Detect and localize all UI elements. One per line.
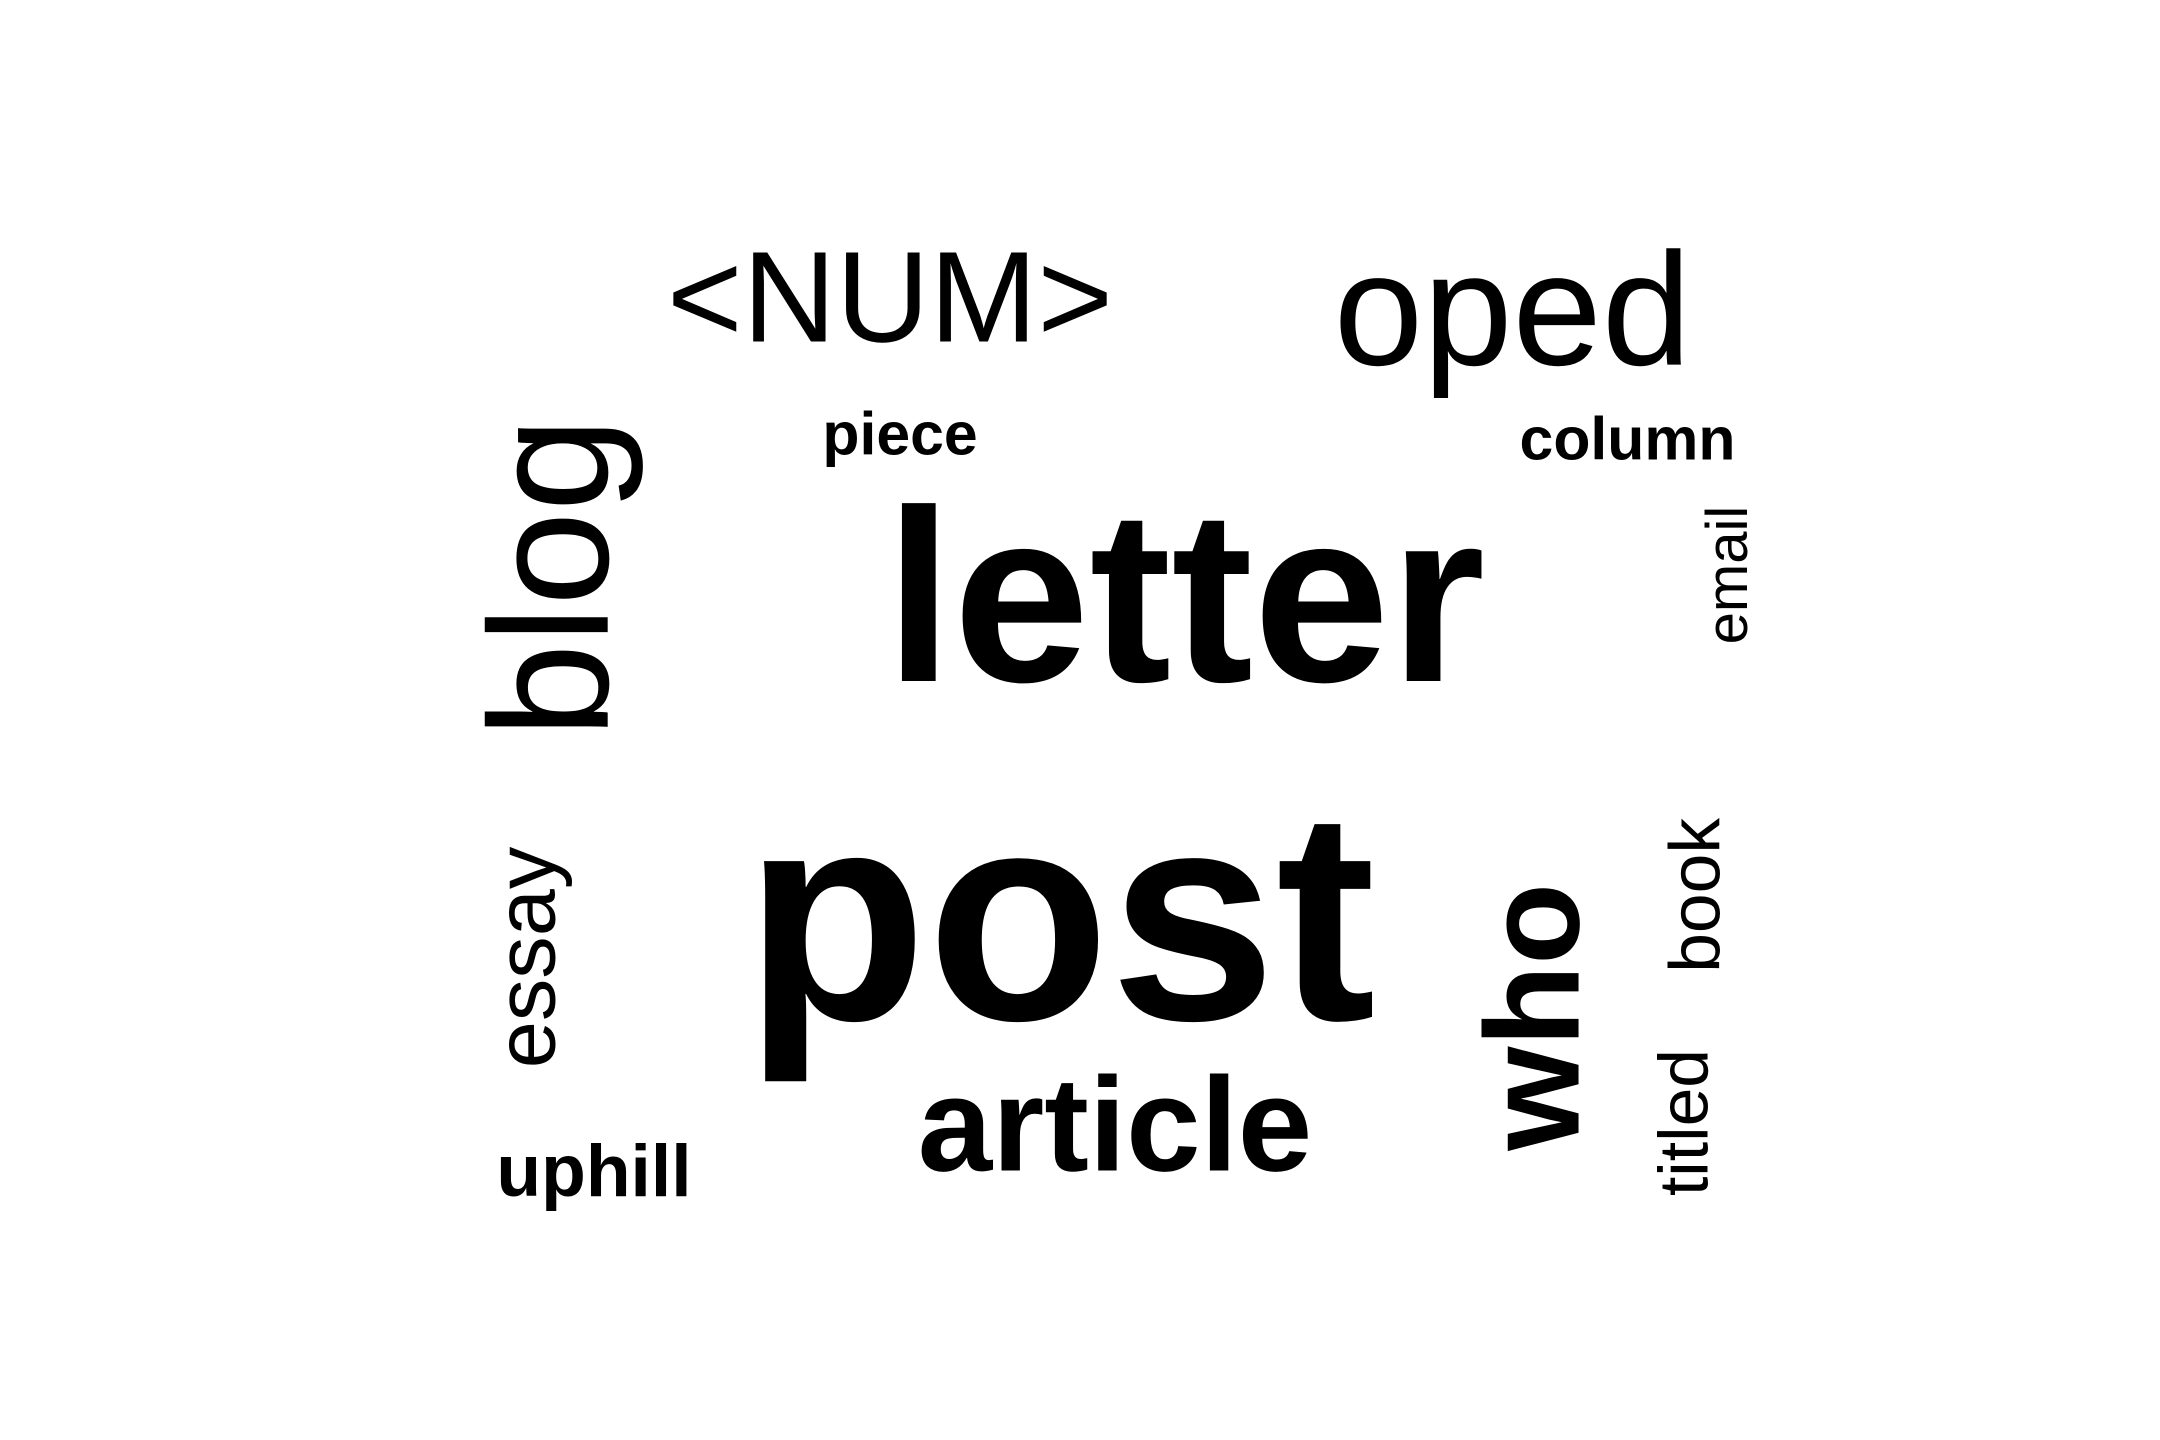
- word-letter: letter: [885, 460, 1485, 734]
- word-blog: blog: [454, 417, 644, 738]
- word-email: email: [1695, 506, 1760, 645]
- word-uphill: uphill: [496, 1130, 691, 1212]
- word-oped: oped: [1334, 221, 1692, 400]
- word-book: book: [1655, 818, 1735, 973]
- word-essay: essay: [477, 846, 572, 1068]
- word-who: who: [1459, 883, 1608, 1152]
- word-article: article: [918, 1051, 1313, 1200]
- word-num: <NUM>: [667, 226, 1113, 370]
- word-titled: titled: [1645, 1049, 1723, 1196]
- word-column: column: [1520, 405, 1736, 473]
- word-piece: piece: [822, 400, 977, 468]
- word-post: post: [744, 749, 1375, 1084]
